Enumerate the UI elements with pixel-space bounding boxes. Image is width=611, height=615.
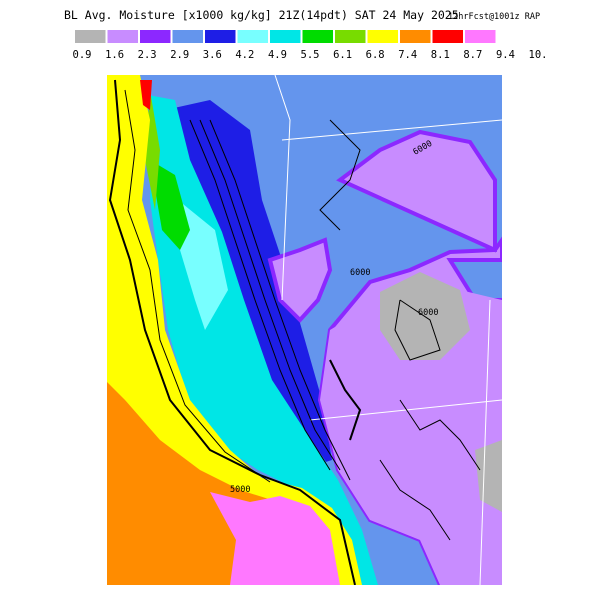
contour [379,459,451,541]
legend-swatch [205,30,236,43]
contour-label: 6000 [418,308,438,318]
legend-swatch [302,30,333,43]
legend-label: 4.9 [268,49,287,61]
border [274,75,291,301]
contour [108,79,356,585]
legend-swatch [140,30,171,43]
legend-swatch [335,30,366,43]
legend-label: 2.9 [170,49,189,61]
legend-label: 0.9 [73,49,92,61]
contour [124,89,271,483]
contour [329,359,362,441]
legend-label: 8.1 [431,49,450,61]
legend-swatch [400,30,431,43]
region [210,492,340,585]
legend-swatch [75,30,106,43]
legend-label: 10. [529,49,548,61]
legend-swatch [432,30,463,43]
legend-swatch [237,30,268,43]
map: 6000 6000 6000 5000 [107,75,502,585]
legend-label: 4.2 [235,49,254,61]
region [148,95,378,585]
legend-swatch [107,30,138,43]
contour [319,119,361,231]
region [267,237,333,323]
region [150,160,190,250]
border [281,119,502,141]
contour [394,299,441,361]
border [309,399,502,421]
legend-swatch [465,30,496,43]
forecast: 12hrFcst@1001z RAP [448,12,540,22]
contour-label: 6000 [350,268,370,278]
legend-label: 6.1 [333,49,352,61]
contour [209,119,351,481]
contour [399,399,481,471]
region [320,290,502,585]
legend-label: 9.4 [496,49,515,61]
contour-label: 5000 [230,485,250,495]
legend-label: 3.6 [203,49,222,61]
region [178,200,228,330]
region [140,80,152,110]
region [475,440,502,512]
border [479,299,491,585]
colorbar: 0.9 1.6 2.3 2.9 3.6 4.2 4.9 5.5 6.1 6.8 7.4 8.1 8.7 9… [73,30,548,61]
region [380,272,470,360]
contour [199,119,341,471]
legend-swatch [172,30,203,43]
legend-label: 6.8 [366,49,385,61]
legend-label: 8.7 [463,49,482,61]
contour [189,119,331,471]
legend-label: 2.3 [138,49,157,61]
title: BL Avg. Moisture [x1000 kg/kg] 21Z(14pdt… [64,8,459,22]
legend-label: 1.6 [105,49,124,61]
legend-label: 7.4 [398,49,417,61]
legend-swatch [367,30,398,43]
legend-swatch [270,30,301,43]
legend-label: 5.5 [301,49,320,61]
